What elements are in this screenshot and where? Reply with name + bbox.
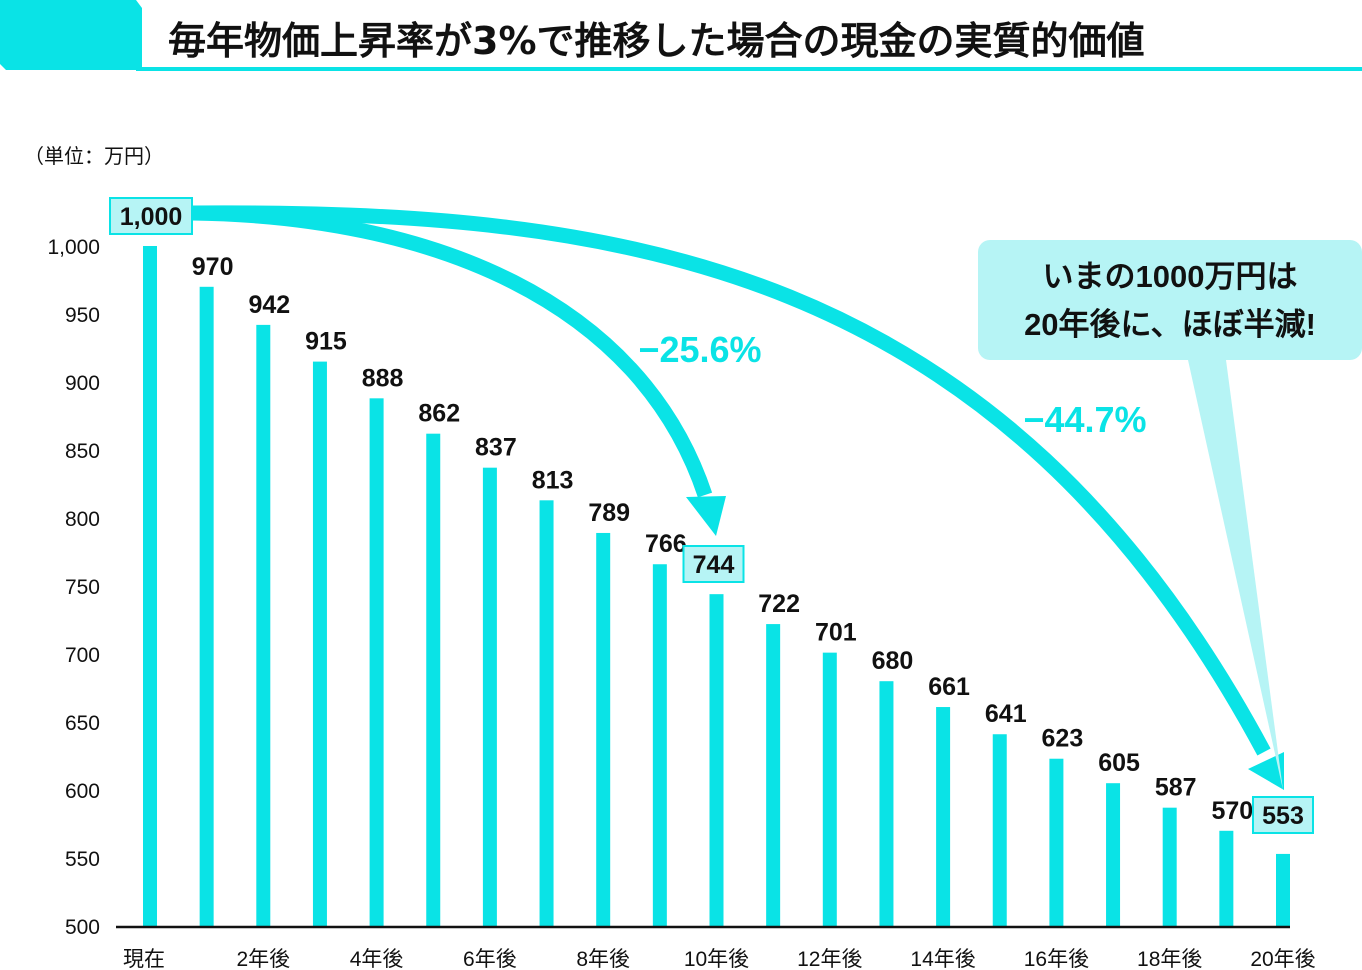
bar-value-label: 605 — [1098, 749, 1140, 777]
bar-value-label: 915 — [305, 328, 347, 356]
title-banner: 毎年物価上昇率が3%で推移した場合の現金の実質的価値 — [0, 0, 1362, 71]
bar-value-label: 680 — [872, 647, 914, 675]
x-tick-label: 20年後 — [1250, 948, 1315, 970]
annotation-20-year-change: −44.7% — [1023, 399, 1146, 440]
x-axis: 現在 2年後 4年後 6年後 8年後 10年後 12年後 14年後 16年後 18年後 20年後 — [123, 948, 1316, 970]
bar-value-label: 570 — [1211, 797, 1253, 825]
bar — [596, 532, 611, 926]
annotation-10-year-change: −25.6% — [638, 329, 761, 370]
bar — [539, 500, 554, 926]
title-accent-block — [0, 0, 142, 70]
bar-value-label: 701 — [815, 619, 857, 647]
bar-value-label: 970 — [192, 253, 234, 281]
bar-value-label: 766 — [645, 530, 687, 558]
x-tick-label: 14年後 — [910, 948, 975, 970]
highlight-box — [682, 545, 745, 583]
y-tick-label: 800 — [65, 508, 100, 531]
callout-bubble: いまの1000万円は 20年後に、ほぼ半減! — [978, 240, 1362, 790]
bar-value-label: 623 — [1042, 725, 1084, 753]
highlight-box — [1252, 796, 1314, 834]
bar-value-label: 942 — [248, 291, 290, 319]
x-tick-label: 18年後 — [1137, 948, 1202, 970]
y-tick-label: 550 — [65, 848, 100, 871]
bar-value-label: 553 — [1262, 802, 1304, 830]
bar — [936, 707, 951, 926]
bar — [1162, 807, 1177, 926]
callout-tail — [1188, 360, 1283, 790]
bar-value-label: 587 — [1155, 774, 1197, 802]
bar-value-label: 837 — [475, 434, 517, 462]
y-tick-label: 700 — [65, 644, 100, 667]
bar — [992, 734, 1007, 926]
arrows — [191, 205, 1284, 790]
bar-value-label: 862 — [418, 400, 460, 428]
bar — [1049, 758, 1064, 926]
title-underline — [136, 67, 1362, 71]
bar — [312, 361, 327, 927]
bar — [879, 681, 894, 926]
y-tick-label: 500 — [65, 916, 100, 939]
bar — [1219, 830, 1234, 926]
bar — [652, 564, 667, 926]
x-tick-label: 12年後 — [797, 948, 862, 970]
chart-title: 毎年物価上昇率が3%で推移した場合の現金の実質的価値 — [168, 19, 1145, 63]
arrowhead-10-years — [686, 496, 726, 536]
x-tick-label: 6年後 — [463, 948, 517, 970]
bar — [482, 467, 497, 926]
y-tick-label: 900 — [65, 372, 100, 395]
bar — [256, 324, 271, 926]
unit-label: （単位：万円） — [24, 145, 164, 168]
bar-value-label: 1,000 — [120, 203, 183, 231]
bar — [709, 594, 724, 926]
bar-value-label: 744 — [693, 551, 735, 579]
bar-value-label: 641 — [985, 700, 1027, 728]
x-tick-label: 2年後 — [236, 948, 290, 970]
x-tick-label: 8年後 — [576, 948, 630, 970]
arrow-to-20-years — [191, 205, 1271, 756]
callout-line-2: 20年後に、ほぼ半減! — [1024, 307, 1316, 342]
bar-value-label: 813 — [532, 466, 574, 494]
y-tick-label: 600 — [65, 780, 100, 803]
y-tick-label: 650 — [65, 712, 100, 735]
bar — [369, 398, 384, 926]
x-tick-label: 現在 — [123, 948, 165, 970]
bar — [143, 246, 157, 926]
callout-line-1: いまの1000万円は — [1043, 259, 1298, 294]
bars — [143, 246, 1290, 927]
y-tick-label: 750 — [65, 576, 100, 599]
y-tick-label: 1,000 — [47, 236, 100, 259]
y-axis: 500 550 600 650 700 750 800 850 900 950 1,000 — [47, 236, 100, 939]
x-tick-label: 16年後 — [1024, 948, 1089, 970]
bar-value-label: 722 — [758, 590, 800, 618]
bar — [199, 286, 214, 926]
x-tick-label: 10年後 — [684, 948, 749, 970]
bar — [822, 652, 837, 926]
bar — [1106, 783, 1121, 926]
y-tick-label: 850 — [65, 440, 100, 463]
bar — [766, 624, 781, 926]
bar — [426, 433, 441, 926]
highlight-box — [109, 197, 193, 235]
arrowhead-20-years — [1248, 752, 1284, 790]
y-tick-label: 950 — [65, 304, 100, 327]
bar — [1276, 853, 1290, 926]
bar-value-label: 888 — [362, 364, 404, 392]
bar-value-label: 661 — [928, 673, 970, 701]
bar-value-label: 789 — [588, 499, 630, 527]
x-tick-label: 4年後 — [350, 948, 404, 970]
callout-box — [978, 240, 1362, 360]
